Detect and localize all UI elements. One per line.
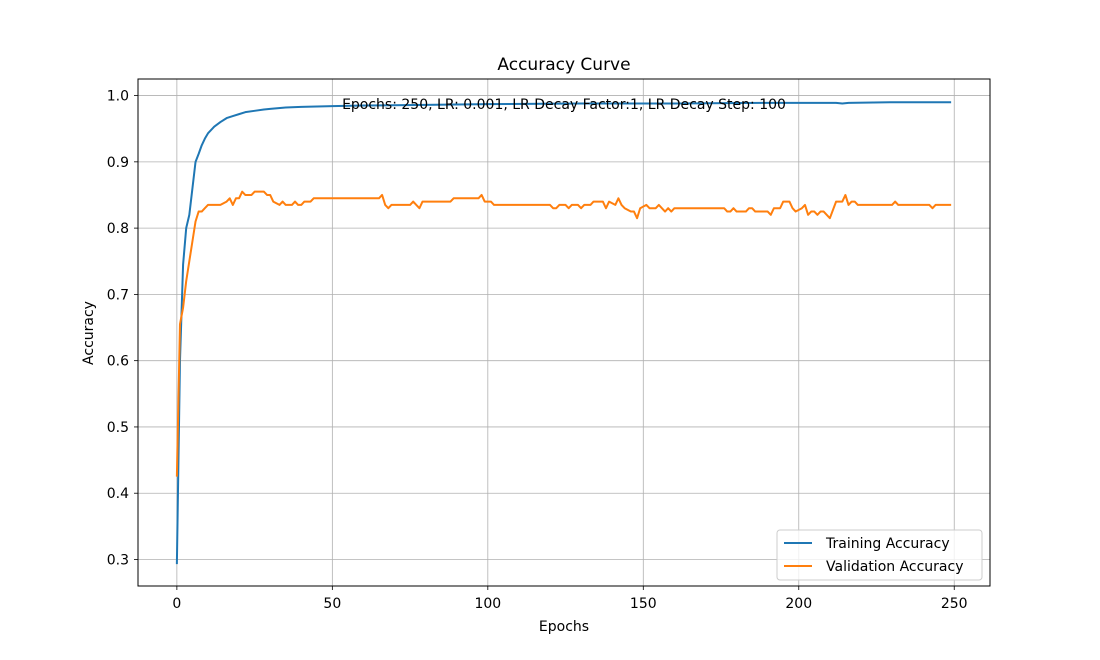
legend-label-training: Training Accuracy	[825, 536, 950, 552]
legend-label-validation: Validation Accuracy	[826, 559, 964, 575]
x-tick-label: 150	[630, 596, 657, 612]
x-axis-label: Epochs	[539, 619, 589, 635]
series-line-validation-accuracy	[175, 190, 952, 477]
grid	[138, 79, 990, 586]
x-tick-label: 100	[474, 596, 501, 612]
x-tick-label: 0	[172, 596, 181, 612]
y-axis-label: Accuracy	[81, 301, 97, 365]
plot-frame	[137, 78, 991, 587]
y-tick-label: 1.0	[107, 89, 129, 105]
y-tick-label: 0.6	[107, 354, 129, 370]
chart-annotation: Epochs: 250, LR: 0.001, LR Decay Factor:…	[342, 97, 786, 113]
series-line-training-accuracy	[175, 101, 952, 565]
y-tick-label: 0.8	[107, 221, 129, 237]
y-tick-label: 0.4	[107, 486, 129, 502]
series-lines	[175, 101, 952, 565]
y-tick-label: 0.5	[107, 420, 129, 436]
axis-ticks: 0 50 100 150 200 250 0.3 0.4 0.5 0.6 0.7 0.8 0.9 1.0	[107, 89, 968, 612]
y-tick-label: 0.9	[107, 155, 129, 171]
x-tick-label: 50	[323, 596, 341, 612]
x-tick-label: 200	[785, 596, 812, 612]
y-tick-label: 0.3	[107, 552, 129, 568]
y-tick-label: 0.7	[107, 287, 129, 303]
chart-title: Accuracy Curve	[497, 55, 630, 75]
x-tick-label: 250	[941, 596, 968, 612]
legend: Training Accuracy Validation Accuracy	[776, 529, 983, 581]
legend-box	[776, 529, 983, 581]
